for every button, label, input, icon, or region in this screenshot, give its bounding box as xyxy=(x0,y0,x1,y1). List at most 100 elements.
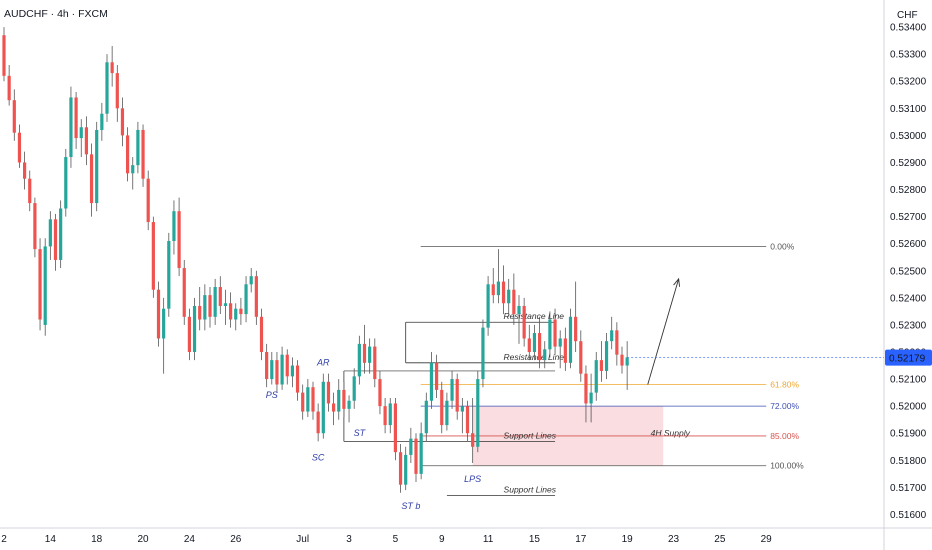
candle-body xyxy=(481,327,485,380)
candle-body xyxy=(2,35,6,76)
x-tick-label: 15 xyxy=(529,534,541,545)
candle-body xyxy=(172,211,176,241)
candle-body xyxy=(239,308,243,315)
candle-body xyxy=(491,284,495,296)
candle-body xyxy=(89,154,94,204)
annotations: PS AR ST SC ST b LPS xyxy=(266,277,681,511)
x-tick-label: 19 xyxy=(622,534,634,545)
support-line-2-label: Support Lines xyxy=(504,485,557,495)
candle-body xyxy=(465,406,470,434)
candle-body xyxy=(7,75,11,101)
candle-body xyxy=(12,100,16,133)
x-tick-label: 11 xyxy=(483,534,494,545)
candle-body xyxy=(270,360,274,380)
candle-body xyxy=(563,338,567,363)
candle-body xyxy=(295,365,300,393)
candle-body xyxy=(280,354,284,385)
candle-body xyxy=(265,352,269,380)
candle-body xyxy=(543,349,547,361)
y-tick-label: 0.53300 xyxy=(890,50,927,61)
candle-body xyxy=(538,333,542,361)
candle-body xyxy=(574,316,578,342)
y-tick-label: 0.53200 xyxy=(890,77,927,88)
candle-body xyxy=(131,165,135,174)
x-tick-label: 23 xyxy=(668,534,680,545)
candle-body xyxy=(517,305,521,315)
fib-label: 85.00% xyxy=(770,431,799,441)
candle-body xyxy=(532,333,537,352)
annotation-st-b: ST b xyxy=(401,501,420,511)
x-tick-label: 3 xyxy=(346,534,352,545)
candle-body xyxy=(610,330,614,342)
candle-body xyxy=(507,289,511,304)
candle-body xyxy=(33,203,37,250)
candle-body xyxy=(311,387,315,412)
y-tick-label: 0.52800 xyxy=(890,185,927,196)
candle-body xyxy=(151,222,155,290)
candle-body xyxy=(337,389,341,412)
candle-body xyxy=(218,287,222,306)
candle-body xyxy=(213,287,217,317)
candle-body xyxy=(203,295,207,320)
annotation-lps: LPS xyxy=(464,474,481,484)
x-tick-label: 24 xyxy=(184,534,196,545)
last-price-badge xyxy=(885,349,932,366)
candle-body xyxy=(182,268,186,317)
candle-body xyxy=(162,308,166,339)
candle-body xyxy=(568,316,573,363)
x-tick-label: 9 xyxy=(439,534,445,545)
x-tick-label: 5 xyxy=(393,534,399,545)
last-price-label: 0.52179 xyxy=(889,354,926,365)
y-tick-label: 0.52100 xyxy=(890,375,927,386)
candle-body xyxy=(43,246,47,325)
candle-body xyxy=(321,381,325,434)
x-tick-label: 29 xyxy=(761,534,773,545)
candle-body xyxy=(599,360,603,371)
candle-body xyxy=(388,403,392,426)
candle-body xyxy=(326,381,331,404)
candle-body xyxy=(594,360,598,393)
annotation-ar: AR xyxy=(316,358,330,368)
candle-body xyxy=(435,362,439,390)
candle-body xyxy=(254,276,258,317)
candle-body xyxy=(383,406,387,426)
candle-body xyxy=(69,97,73,158)
candle-body xyxy=(625,357,629,366)
price-axis[interactable]: CHF 0.51600 0.51700 0.51800 0.51900 0.52000 0.… xyxy=(627,0,932,550)
resistance-line-1-label: Resistance Line xyxy=(504,311,565,321)
candle-body xyxy=(17,132,22,163)
candle-body xyxy=(373,346,377,380)
supply-zone-label: 4H Supply xyxy=(651,428,691,438)
candle-body xyxy=(332,403,336,412)
fib-label: 100.00% xyxy=(770,461,804,471)
candle-body xyxy=(192,305,197,352)
candle-body xyxy=(100,113,104,130)
candle-body xyxy=(64,157,68,209)
x-tick-label: Jul xyxy=(296,534,309,545)
x-tick-label: 14 xyxy=(45,534,57,545)
x-tick-label: 2 xyxy=(1,534,7,545)
candle-body xyxy=(208,295,212,317)
candle-body xyxy=(136,129,140,166)
y-tick-label: 0.52900 xyxy=(890,158,927,169)
y-tick-label: 0.51700 xyxy=(890,483,927,494)
candle-body xyxy=(501,281,506,304)
projection-arrow-line xyxy=(647,278,680,385)
y-tick-label: 0.53000 xyxy=(890,131,927,142)
candle-body xyxy=(290,365,294,377)
candle-body xyxy=(79,127,83,139)
candle-body xyxy=(285,354,289,377)
x-tick-label: 20 xyxy=(137,534,149,545)
candle-body xyxy=(126,135,130,174)
time-axis[interactable]: 2 14 18 20 24 26 Jul 3 5 9 11 15 17 19 23 25 29 xyxy=(0,527,932,545)
candle-body xyxy=(512,289,516,315)
candle-body xyxy=(223,303,228,306)
resistance-line-2-label: Resistance Line xyxy=(504,352,565,362)
x-tick-label: 18 xyxy=(91,534,103,545)
annotation-ps: PS xyxy=(266,390,278,400)
x-tick-label: 17 xyxy=(575,534,587,545)
candle-body xyxy=(496,281,500,296)
symbol-title: AUDCHF · 4h · FXCM xyxy=(4,8,108,20)
